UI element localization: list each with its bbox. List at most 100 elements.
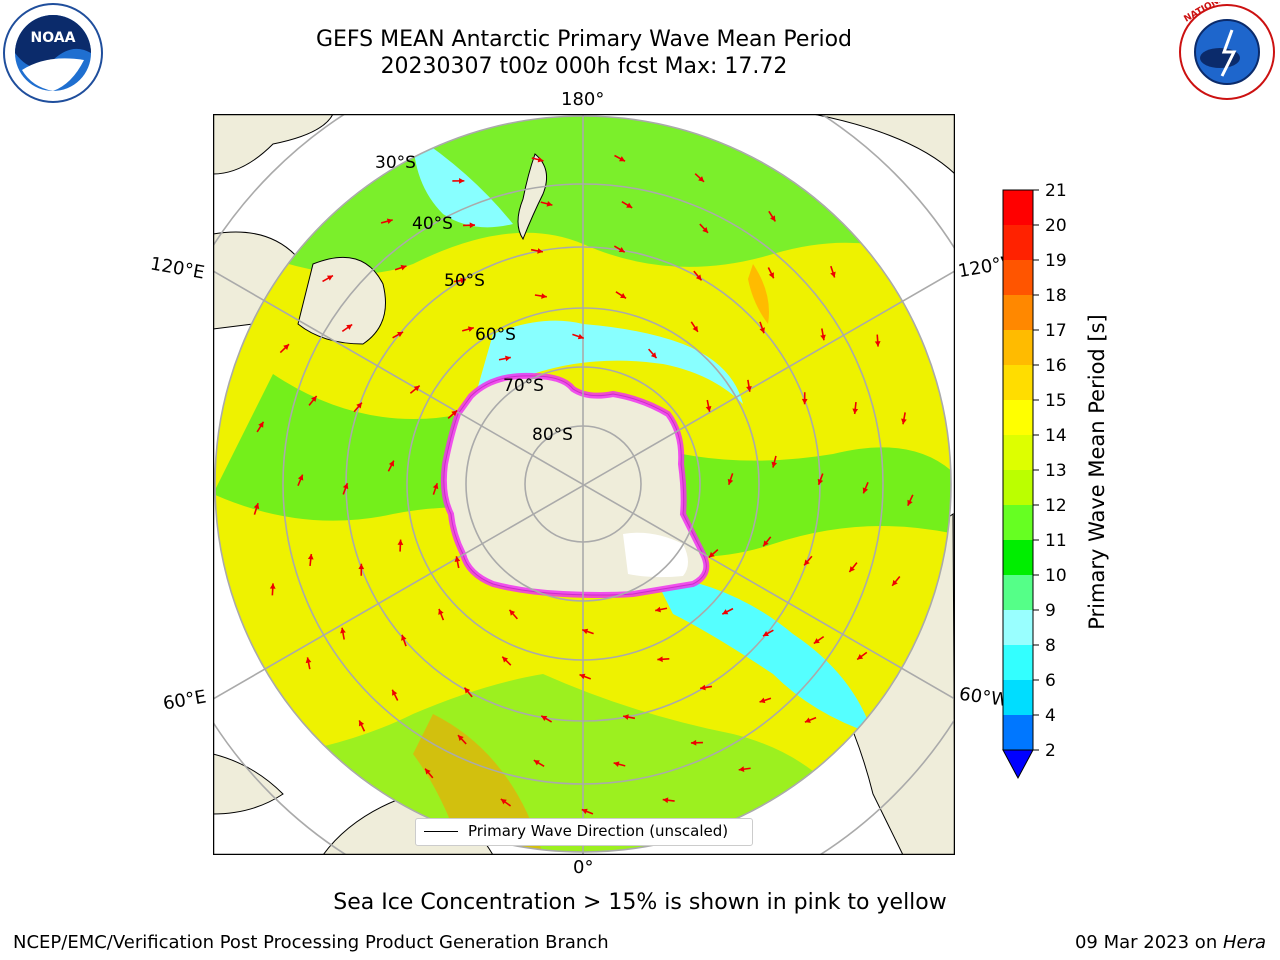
wave-arrow-head (283, 344, 290, 350)
colorbar-segment (1003, 365, 1033, 400)
colorbar-tick-label: 10 (1045, 566, 1067, 586)
wave-arrow-head (708, 551, 715, 558)
wave-arrow-head (358, 720, 365, 727)
wave-arrow-head (533, 760, 540, 766)
colorbar-tick-label: 16 (1045, 356, 1067, 376)
wave-arrow-head (813, 638, 820, 644)
colorbar-tick-label: 11 (1045, 531, 1067, 551)
footer-organization: NCEP/EMC/Verification Post Processing Pr… (13, 932, 609, 953)
lon-label-120e: 120°E (148, 253, 207, 284)
wave-arrow-head (768, 272, 774, 279)
colorbar-tick-label: 14 (1045, 426, 1067, 446)
colorbar-segment (1003, 435, 1033, 470)
wave-arrow-head (862, 487, 869, 494)
wave-arrow-head (397, 331, 404, 338)
wave-arrow-head (467, 326, 474, 332)
wave-arrow-head (626, 202, 633, 208)
wave-arrow-head (297, 474, 304, 481)
nws-logo-icon: NATIONAL WEATHER SERVICE (1179, 2, 1278, 100)
colorbar-segment (1003, 610, 1033, 645)
colorbar-tick-label: 12 (1045, 496, 1067, 516)
legend-label: Primary Wave Direction (unscaled) (468, 822, 729, 840)
wave-arrow-head (820, 334, 826, 341)
footer-machine: Hera (1222, 932, 1266, 953)
wave-arrow-head (397, 539, 404, 545)
wave-arrow-head (705, 406, 712, 412)
colorbar-tick-label: 4 (1045, 706, 1056, 726)
lat-label-40: 40°S (412, 214, 453, 234)
wave-arrow-head (579, 673, 586, 680)
wave-arrow-head (759, 697, 766, 704)
wave-arrow-head (413, 385, 420, 392)
colorbar-segment (1003, 715, 1033, 750)
colorbar-tick-label: 20 (1045, 216, 1067, 236)
wave-arrow-head (459, 178, 465, 184)
wave-arrow-head (804, 559, 810, 566)
wave-arrow-head (623, 714, 629, 720)
wave-arrow-head (258, 421, 264, 428)
wave-arrow-head (907, 499, 913, 506)
colorbar-segment (1003, 225, 1033, 260)
colorbar-segment (1003, 540, 1033, 575)
wave-arrow-head (346, 324, 353, 330)
lat-label-80: 80°S (532, 425, 573, 445)
wave-arrow-head (738, 766, 745, 773)
lon-label-180: 180° (561, 89, 605, 110)
colorbar-segment (1003, 680, 1033, 715)
wave-arrow-head (874, 341, 881, 347)
wave-arrow-head (700, 684, 706, 691)
wave-arrow-head (901, 418, 907, 425)
wave-arrow-head (650, 352, 657, 359)
footer-date: 09 Mar 2023 on (1074, 932, 1223, 953)
colorbar-segment (1003, 260, 1033, 295)
colorbar-tick-label: 21 (1045, 181, 1067, 201)
colorbar-tick-label: 19 (1045, 251, 1067, 271)
map-legend: Primary Wave Direction (unscaled) (415, 818, 753, 846)
wave-arrow-head (690, 739, 697, 746)
colorbar-tick-label: 18 (1045, 286, 1067, 306)
lat-label-50: 50°S (444, 271, 485, 291)
colorbar-segment (1003, 190, 1033, 225)
wave-arrow-head (454, 556, 461, 562)
wave-arrow-head (582, 628, 589, 635)
wave-arrow-head (657, 656, 663, 663)
wave-arrow-head (804, 717, 811, 723)
sea-ice-note: Sea Ice Concentration > 15% is shown in … (333, 890, 947, 915)
wave-arrow-head (852, 408, 859, 414)
wave-arrow-head (401, 634, 407, 641)
colorbar-tick-label: 17 (1045, 321, 1067, 341)
wave-arrow-head (505, 355, 511, 362)
colorbar-segment (1003, 295, 1033, 330)
wave-arrow-head (698, 176, 705, 182)
polar-map: 30°S 40°S 50°S 60°S 70°S 80°S (212, 113, 956, 856)
wave-arrow-head (311, 396, 317, 402)
colorbar-tick-label: 8 (1045, 636, 1056, 656)
latitude-labels: 30°S 40°S 50°S 60°S 70°S 80°S (375, 153, 573, 445)
wave-arrow-head (695, 274, 702, 281)
colorbar-segment (1003, 330, 1033, 365)
wave-arrow-head (759, 327, 765, 334)
wave-arrow-head (469, 222, 476, 229)
colorbar-tick-label: 15 (1045, 391, 1067, 411)
wave-arrow-head (722, 609, 729, 615)
wave-arrow-head (502, 656, 509, 663)
colorbar-label: Primary Wave Mean Period [s] (1085, 314, 1109, 630)
wave-arrow-head (457, 735, 464, 741)
wave-arrow-head (537, 248, 543, 254)
wave-arrow-head (500, 798, 507, 805)
wave-arrow-head (620, 293, 627, 299)
colorbar-tick-label: 2 (1045, 741, 1056, 761)
wave-arrow-head (613, 761, 620, 767)
wave-arrow-head (537, 156, 544, 163)
wave-arrow-head (762, 630, 769, 637)
wave-arrow-head (618, 246, 625, 253)
wave-arrow-head (356, 402, 362, 409)
colorbar-segment (1003, 400, 1033, 435)
wave-arrow-head (763, 540, 769, 547)
wave-arrow-head (340, 627, 346, 634)
colorbar-segment (1003, 505, 1033, 540)
wave-arrow-head (326, 275, 333, 281)
wave-arrow-head (801, 398, 808, 405)
noaa-logo-text: NOAA (31, 30, 76, 46)
colorbar: 2 4 6 8 9 10 11 12 13 14 15 16 17 18 19 20 21 (1002, 181, 1067, 780)
